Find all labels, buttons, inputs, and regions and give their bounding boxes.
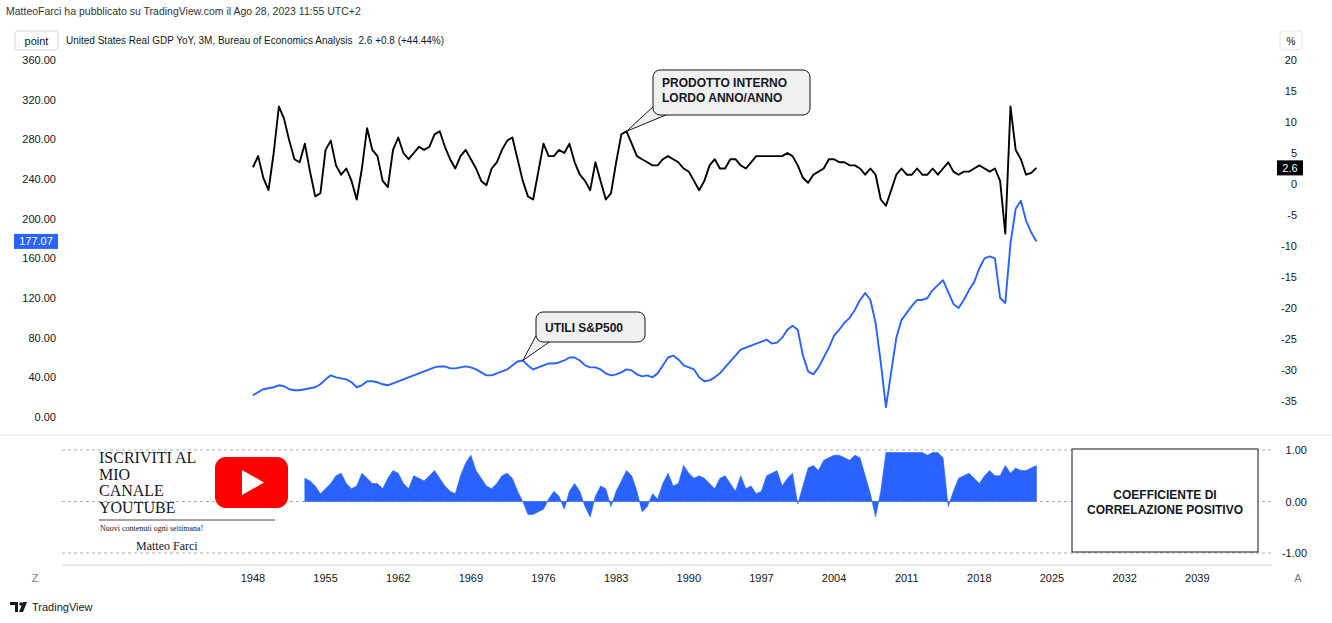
- y2-tick-label: 5: [1291, 147, 1297, 159]
- percent-button[interactable]: [1280, 31, 1302, 50]
- correlation-area: [305, 453, 1037, 517]
- promo-author: Matteo Farci: [136, 539, 198, 553]
- callout-text: UTILI S&P500: [545, 321, 623, 335]
- callout-box: [536, 312, 645, 342]
- promo-rule: [99, 520, 275, 521]
- y2-tick-label: 20: [1285, 54, 1297, 66]
- callout-text: PRODOTTO INTERNO: [662, 76, 787, 90]
- x-tick-label: 1948: [241, 572, 265, 584]
- header: MatteoFarci ha pubblicato su TradingView…: [6, 5, 361, 17]
- y-tick-label: 40.00: [28, 371, 56, 383]
- legend-title: United States Real GDP YoY, 3M, Bureau o…: [66, 35, 352, 46]
- background: [0, 0, 1332, 623]
- y-tick-label: -1.00: [1282, 547, 1307, 559]
- youtube-logo[interactable]: [215, 457, 288, 508]
- annotation-box: [1072, 449, 1258, 552]
- price-label-bg: [14, 234, 58, 249]
- y2-tick-label: -10: [1281, 240, 1297, 252]
- promo-text: CANALE: [99, 482, 164, 499]
- y-tick-label: 360.00: [22, 54, 56, 66]
- percent-button-label[interactable]: %: [1287, 36, 1296, 47]
- y2-tick-label: -25: [1281, 333, 1297, 345]
- price-label-bg: [1277, 160, 1303, 175]
- tv-logo-part: [19, 602, 27, 612]
- x-tick-label: 2011: [895, 572, 919, 584]
- promo-text: MIO: [99, 466, 130, 483]
- callout-box: [653, 70, 810, 115]
- y-tick-label: 80.00: [28, 332, 56, 344]
- legend-values: 2.6 +0.8 (+44.44%): [358, 35, 444, 46]
- y2-tick-label: -20: [1281, 302, 1297, 314]
- zoom-button[interactable]: Z: [32, 572, 39, 584]
- y-tick-label: 0.00: [35, 411, 56, 423]
- y2-tick-label: 0: [1291, 178, 1297, 190]
- callout-pointer: [627, 105, 668, 131]
- series-line: [253, 107, 1036, 234]
- tv-logo-part: [10, 602, 18, 612]
- promo-tagline: Nuovi contenuti ogni settimana!: [100, 524, 203, 533]
- y2-tick-label: -30: [1281, 364, 1297, 376]
- annotation-text: CORRELAZIONE POSITIVO: [1087, 503, 1243, 517]
- y2-tick-label: -15: [1281, 271, 1297, 283]
- annotation-text: COEFFICIENTE DI: [1113, 488, 1216, 502]
- y-tick-label: 320.00: [22, 94, 56, 106]
- x-tick-label: 1990: [677, 572, 701, 584]
- x-tick-label: 1955: [313, 572, 337, 584]
- promo-text: ISCRIVITI AL: [99, 449, 196, 466]
- x-tick-label: 2032: [1112, 572, 1136, 584]
- youtube-play: [242, 470, 264, 495]
- promo-text: YOUTUBE: [99, 499, 175, 516]
- auto-button[interactable]: A: [1294, 572, 1302, 584]
- x-tick-label: 2018: [967, 572, 991, 584]
- top-plot: [253, 107, 1036, 408]
- y-tick-label: 240.00: [22, 173, 56, 185]
- x-tick-label: 1969: [459, 572, 483, 584]
- x-tick-label: 2025: [1040, 572, 1064, 584]
- scale-button-label[interactable]: point: [25, 35, 49, 47]
- x-tick-label: 1962: [386, 572, 410, 584]
- x-tick-label: 1983: [604, 572, 628, 584]
- y-tick-label: 200.00: [22, 213, 56, 225]
- x-tick-label: 1976: [531, 572, 555, 584]
- y-tick-label: 0.00: [1286, 496, 1307, 508]
- series-line: [253, 201, 1036, 407]
- legend-row: United States Real GDP YoY, 3M, Bureau o…: [66, 35, 444, 46]
- tv-logo: [10, 602, 27, 612]
- price-label: 2.6: [1282, 162, 1297, 174]
- y-tick-label: 120.00: [22, 292, 56, 304]
- callout-text: LORDO ANNO/ANNO: [662, 91, 782, 105]
- x-tick-label: 2004: [822, 572, 846, 584]
- callout-joint: [656, 106, 666, 114]
- y-tick-label: 280.00: [22, 133, 56, 145]
- grid-line: [62, 553, 1272, 554]
- y-tick-label: 160.00: [22, 252, 56, 264]
- y2-tick-label: -5: [1287, 209, 1297, 221]
- y2-tick-label: 10: [1285, 116, 1297, 128]
- chart-root: MatteoFarci ha pubblicato su TradingView…: [0, 0, 1332, 623]
- footer-brand: TradingView: [32, 601, 93, 613]
- y-tick-label: 1.00: [1286, 444, 1307, 456]
- x-tick-label: 2039: [1185, 572, 1209, 584]
- price-label: 177.07: [19, 235, 53, 247]
- scale-button[interactable]: [15, 31, 58, 50]
- x-axis-line: [62, 565, 1272, 566]
- bottom-plot: [305, 453, 1037, 517]
- y2-tick-label: -35: [1281, 395, 1297, 407]
- y2-tick-label: 15: [1285, 85, 1297, 97]
- x-tick-label: 1997: [749, 572, 773, 584]
- pane-separator: [0, 435, 1332, 436]
